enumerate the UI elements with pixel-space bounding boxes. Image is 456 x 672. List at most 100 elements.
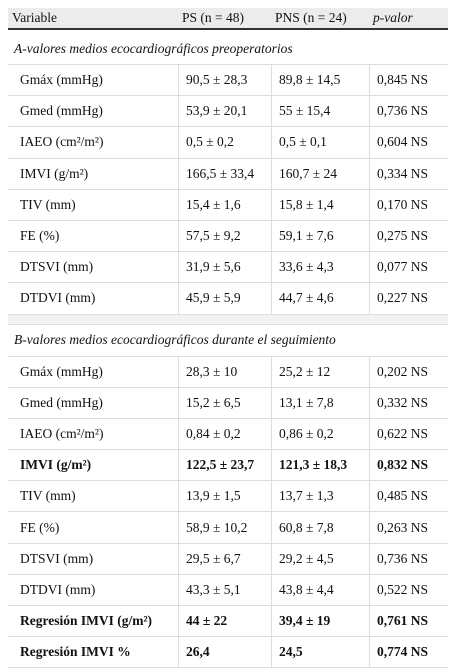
table-cell: Gmed (mmHg) xyxy=(20,394,103,410)
table-cell: 0,332 NS xyxy=(369,387,448,418)
table-cell: 0,522 NS xyxy=(369,574,448,605)
table-cell: Gmáx (mmHg) xyxy=(20,363,103,379)
table-cell: 166,5 ± 33,4 xyxy=(178,158,271,189)
table-cell: FE (%) xyxy=(20,519,60,535)
table-cell: 43,8 ± 4,4 xyxy=(271,574,369,605)
table-cell: 28,3 ± 10 xyxy=(178,356,271,387)
table-cell: 0,5 ± 0,2 xyxy=(178,127,271,158)
table-cell: 121,3 ± 18,3 xyxy=(271,450,369,481)
table-cell: 0,622 NS xyxy=(369,418,448,450)
table-row: DTSVI (mm) 29,5 ± 6,7 29,2 ± 4,5 0,736 NS xyxy=(8,543,448,575)
table-row: IMVI (g/m²) 166,5 ± 33,4 160,7 ± 24 0,334 N… xyxy=(8,158,448,190)
table-row: TIV (mm) 13,9 ± 1,5 13,7 ± 1,3 0,485 NS xyxy=(8,481,448,513)
header-cell: PS (n = 48) xyxy=(182,10,244,25)
table-cell: 15,8 ± 1,4 xyxy=(271,189,369,220)
table-row: Gmáx (mmHg) 28,3 ± 10 25,2 ± 12 0,202 NS xyxy=(8,356,448,388)
table-cell: 58,9 ± 10,2 xyxy=(178,512,271,543)
table-cell: 0,227 NS xyxy=(369,283,448,314)
table-cell: 31,9 ± 5,6 xyxy=(178,252,271,283)
table-cell: Gmáx (mmHg) xyxy=(20,72,103,88)
table-cell: 33,6 ± 4,3 xyxy=(271,252,369,283)
table-cell: 13,9 ± 1,5 xyxy=(178,481,271,512)
table-row: FE (%) 58,9 ± 10,2 60,8 ± 7,8 0,263 NS xyxy=(8,512,448,544)
table-cell: 0,485 NS xyxy=(369,481,448,512)
section-title: B-valores medios ecocardiográficos duran… xyxy=(8,325,448,357)
table-row: Gmed (mmHg) 15,2 ± 6,5 13,1 ± 7,8 0,332 NS xyxy=(8,387,448,419)
table-cell: 0,774 NS xyxy=(369,637,448,668)
table-cell: 24,5 xyxy=(271,637,369,668)
table-cell: DTSVI (mm) xyxy=(20,259,94,275)
table-cell: 90,5 ± 28,3 xyxy=(178,65,271,96)
table-cell: 0,077 NS xyxy=(369,252,448,283)
table-cell: 15,2 ± 6,5 xyxy=(178,387,271,418)
table-row: FE (%) 57,5 ± 9,2 59,1 ± 7,6 0,275 NS xyxy=(8,220,448,253)
section-gap xyxy=(8,314,448,325)
table-cell: TIV (mm) xyxy=(20,488,76,504)
table-row: DTDVI (mm) 43,3 ± 5,1 43,8 ± 4,4 0,522 NS xyxy=(8,574,448,606)
table-cell: Regresión IMVI % xyxy=(20,644,131,660)
table-cell: 122,5 ± 23,7 xyxy=(178,450,271,481)
table-cell: 45,9 ± 5,9 xyxy=(178,283,271,314)
table-cell: 89,8 ± 14,5 xyxy=(271,65,369,96)
table-cell: 13,7 ± 1,3 xyxy=(271,481,369,512)
table-cell: 0,604 NS xyxy=(369,127,448,158)
table-cell: 0,845 NS xyxy=(369,65,448,96)
table-cell: 57,5 ± 9,2 xyxy=(178,220,271,252)
table-row: Gmáx (mmHg) 90,5 ± 28,3 89,8 ± 14,5 0,845 N… xyxy=(8,65,448,97)
table-cell: 44,7 ± 4,6 xyxy=(271,283,369,314)
table-cell: 13,1 ± 7,8 xyxy=(271,387,369,418)
table-cell: 0,832 NS xyxy=(369,450,448,481)
table-cell: IMVI (g/m²) xyxy=(20,165,89,181)
header-cell: PNS (n = 24) xyxy=(275,10,347,25)
header-row: Variable PS (n = 48) PNS (n = 24) p-valor xyxy=(8,8,448,30)
table-cell: 0,761 NS xyxy=(369,606,448,637)
table-row: IAEO (cm²/m²) 0,84 ± 0,2 0,86 ± 0,2 0,622 N… xyxy=(8,418,448,451)
table-cell: 53,9 ± 20,1 xyxy=(178,96,271,127)
table-row: DTDVI (mm) 45,9 ± 5,9 44,7 ± 4,6 0,227 NS xyxy=(8,283,448,315)
table-cell: 25,2 ± 12 xyxy=(271,356,369,387)
table-row: Regresión IMVI (g/m²) 44 ± 22 39,4 ± 19 0,7… xyxy=(8,606,448,638)
table-row: TIV (mm) 15,4 ± 1,6 15,8 ± 1,4 0,170 NS xyxy=(8,189,448,221)
header-cell: Variable xyxy=(12,10,57,25)
table-cell: 44 ± 22 xyxy=(178,606,271,637)
section-title: A-valores medios ecocardiográficos preop… xyxy=(8,33,448,65)
table-cell: 0,5 ± 0,1 xyxy=(271,127,369,158)
table-cell: Regresión IMVI (g/m²) xyxy=(20,613,153,629)
table-cell: 29,2 ± 4,5 xyxy=(271,543,369,574)
table-cell: 0,263 NS xyxy=(369,512,448,543)
table-cell: DTDVI (mm) xyxy=(20,290,96,306)
table-cell: 0,170 NS xyxy=(369,189,448,220)
table-cell: 59,1 ± 7,6 xyxy=(271,220,369,252)
table-row: IMVI (g/m²) 122,5 ± 23,7 121,3 ± 18,3 0,832… xyxy=(8,450,448,482)
table-row: DTSVI (mm) 31,9 ± 5,6 33,6 ± 4,3 0,077 NS xyxy=(8,252,448,284)
table-row: Gmed (mmHg) 53,9 ± 20,1 55 ± 15,4 0,736 NS xyxy=(8,96,448,128)
table-cell: 0,84 ± 0,2 xyxy=(178,418,271,450)
table-cell: FE (%) xyxy=(20,228,60,244)
header-cell: p-valor xyxy=(373,10,413,25)
table-cell: 29,5 ± 6,7 xyxy=(178,543,271,574)
table-cell: IAEO (cm²/m²) xyxy=(20,134,104,150)
table-row: IAEO (cm²/m²) 0,5 ± 0,2 0,5 ± 0,1 0,604 NS xyxy=(8,127,448,159)
table-cell: DTSVI (mm) xyxy=(20,550,94,566)
table-cell: TIV (mm) xyxy=(20,196,76,212)
table-cell: 160,7 ± 24 xyxy=(271,158,369,189)
table: Variable PS (n = 48) PNS (n = 24) p-valor A-… xyxy=(8,8,448,669)
table-cell: 0,202 NS xyxy=(369,356,448,387)
table-cell: 26,4 xyxy=(178,637,271,668)
table-cell: 0,275 NS xyxy=(369,220,448,252)
table-cell: IMVI (g/m²) xyxy=(20,457,92,473)
table-cell: 15,4 ± 1,6 xyxy=(178,189,271,220)
table-row: Regresión IMVI % 26,4 24,5 0,774 NS xyxy=(8,637,448,669)
table-cell: Gmed (mmHg) xyxy=(20,103,103,119)
table-cell: 55 ± 15,4 xyxy=(271,96,369,127)
table-cell: 43,3 ± 5,1 xyxy=(178,574,271,605)
table-cell: DTDVI (mm) xyxy=(20,581,96,597)
table-cell: 0,334 NS xyxy=(369,158,448,189)
table-cell: 0,736 NS xyxy=(369,96,448,127)
table-cell: 0,736 NS xyxy=(369,543,448,574)
table-cell: IAEO (cm²/m²) xyxy=(20,425,104,441)
table-cell: 60,8 ± 7,8 xyxy=(271,512,369,543)
table-cell: 0,86 ± 0,2 xyxy=(271,418,369,450)
table-cell: 39,4 ± 19 xyxy=(271,606,369,637)
